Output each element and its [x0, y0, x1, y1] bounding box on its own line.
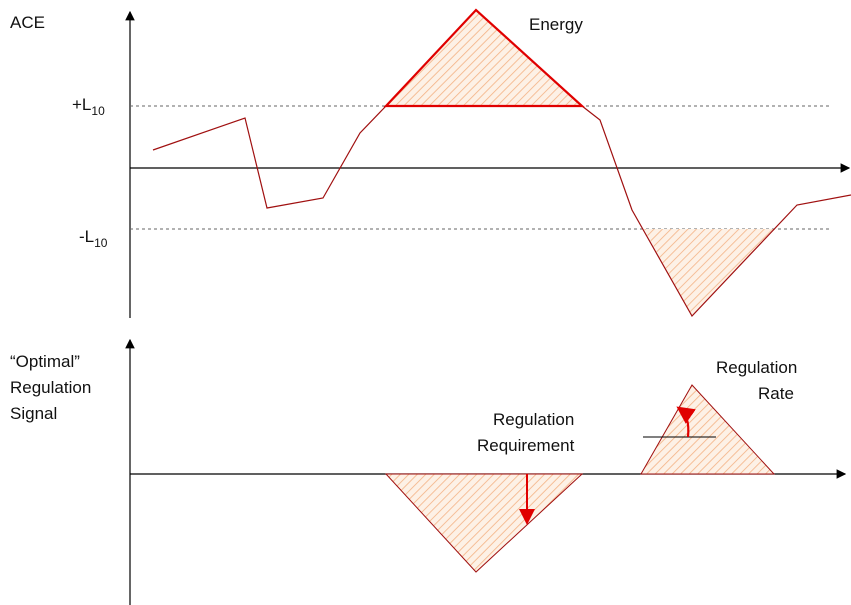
rate-area [640, 384, 776, 475]
upper-limit-label: +L10 [72, 95, 105, 118]
bottom-panel: “Optimal” Regulation Signal Regulation R… [10, 338, 847, 605]
axis-label: ACE [10, 13, 45, 32]
label-sub: 10 [91, 104, 105, 118]
energy-label: Energy [529, 15, 583, 34]
lower-limit-label: -L10 [79, 227, 108, 250]
label-sub: 10 [94, 236, 108, 250]
requirement-label: Regulation [493, 410, 574, 429]
axis-label: “Optimal” [10, 352, 80, 371]
energy-area [386, 10, 582, 106]
label-main: +L [72, 95, 91, 114]
top-panel: ACE +L10 -L10 Energy [10, 8, 851, 318]
axis-label: Regulation [10, 378, 91, 397]
ace-line [152, 105, 387, 209]
ace-line [581, 105, 851, 318]
requirement-area [384, 473, 584, 573]
rate-label: Rate [758, 384, 794, 403]
requirement-label: Requirement [477, 436, 575, 455]
energy-outline [383, 8, 585, 108]
label-main: -L [79, 227, 94, 246]
negative-area [644, 229, 773, 316]
axis-label: Signal [10, 404, 57, 423]
rate-arrow [676, 406, 696, 438]
rate-label: Regulation [716, 358, 797, 377]
